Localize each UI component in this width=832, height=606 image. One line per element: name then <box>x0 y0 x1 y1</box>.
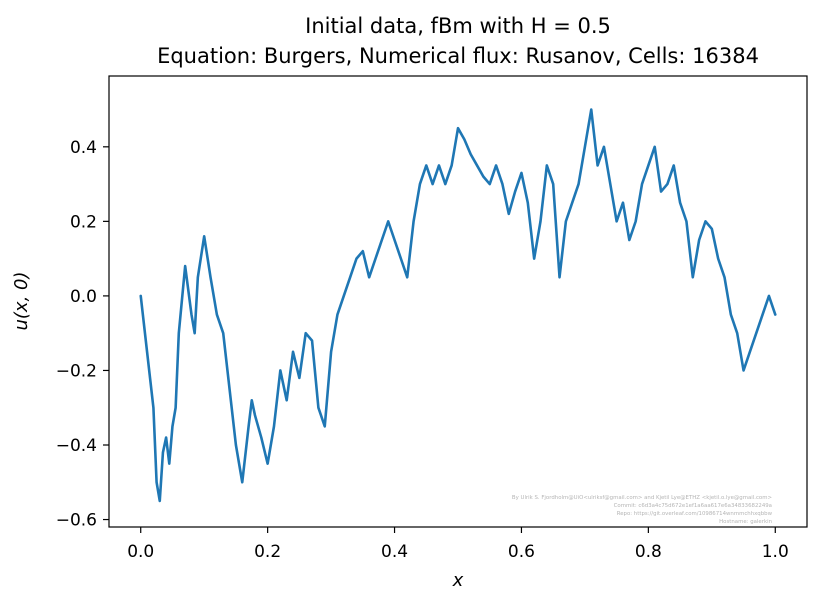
chart-title-line-2: Equation: Burgers, Numerical flux: Rusan… <box>157 44 759 68</box>
y-tick-label: 0.2 <box>70 212 97 232</box>
x-axis: 0.0 0.2 0.4 0.6 0.8 1.0 <box>127 527 789 562</box>
data-line-group <box>139 108 777 503</box>
series-line <box>139 108 777 503</box>
x-tick-label: 0.2 <box>254 542 281 562</box>
x-tick-label: 0.0 <box>127 542 154 562</box>
y-tick-label: 0.0 <box>70 287 97 307</box>
y-tick-label: −0.4 <box>56 436 97 456</box>
watermark: By Ulrik S. Fjordholm@UiO<ulriksf@gmail.… <box>512 495 773 525</box>
watermark-line-3: Repo: https://git.overleaf.com/10986714w… <box>617 511 773 517</box>
plot-frame <box>108 75 808 528</box>
y-axis-label: u(x, 0) <box>11 271 32 330</box>
x-tick-label: 1.0 <box>762 542 789 562</box>
y-tick-label: −0.2 <box>56 361 97 381</box>
watermark-line-1: By Ulrik S. Fjordholm@UiO<ulriksf@gmail.… <box>512 495 772 501</box>
x-tick-label: 0.4 <box>381 542 408 562</box>
y-axis: −0.6 −0.4 −0.2 0.0 0.2 0.4 <box>56 138 109 531</box>
x-tick-label: 0.8 <box>635 542 662 562</box>
y-tick-label: 0.4 <box>70 138 97 158</box>
x-axis-label: x <box>452 570 464 591</box>
watermark-line-4: Hostname: galerkin <box>719 519 772 525</box>
chart-title-line-1: Initial data, fBm with H = 0.5 <box>305 14 611 38</box>
y-tick-label: −0.6 <box>56 511 97 531</box>
watermark-line-2: Commit: c6d3a4c75d672e1ef1a6aa617e6a3483… <box>614 503 772 509</box>
x-tick-label: 0.6 <box>508 542 535 562</box>
plot-area: By Ulrik S. Fjordholm@UiO<ulriksf@gmail.… <box>108 75 808 528</box>
